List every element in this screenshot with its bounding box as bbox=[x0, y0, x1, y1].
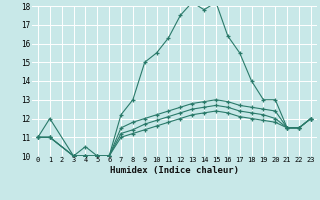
X-axis label: Humidex (Indice chaleur): Humidex (Indice chaleur) bbox=[110, 166, 239, 175]
